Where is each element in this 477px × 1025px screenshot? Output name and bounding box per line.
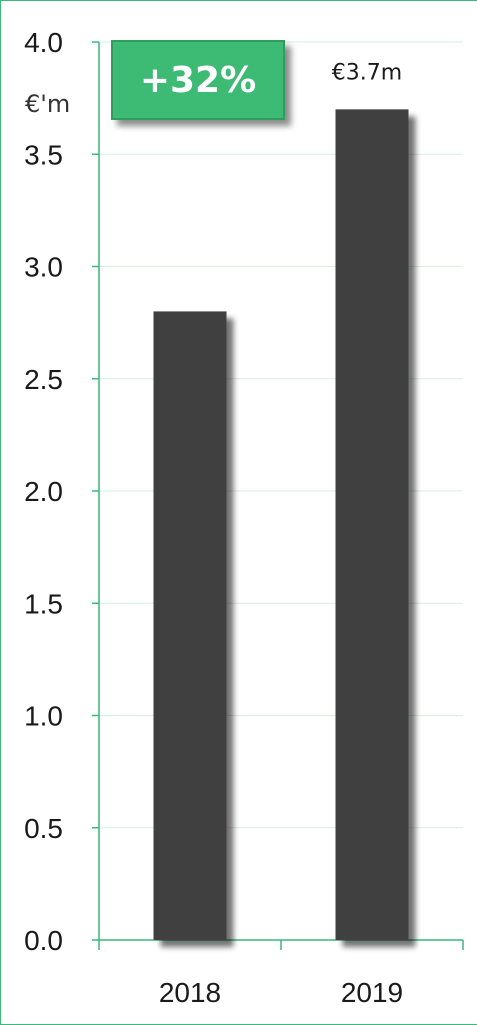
y-tick-label: 1.5	[24, 588, 63, 619]
bar-2018	[153, 311, 227, 940]
y-axis-unit-label: €'m	[25, 90, 70, 118]
x-tick-label: 2019	[341, 977, 403, 1008]
y-tick-label: 3.5	[24, 139, 63, 170]
y-tick-label: 2.0	[24, 476, 63, 507]
x-tick-label: 2018	[159, 977, 221, 1008]
y-tick-label: 4.0	[24, 27, 63, 58]
y-tick-label: 0.0	[24, 925, 63, 956]
x-axis: 2018 2019	[98, 939, 464, 1008]
y-tick-label: 0.5	[24, 813, 63, 844]
y-tick-label: 1.0	[24, 701, 63, 732]
y-tick-label: 2.5	[24, 364, 63, 395]
y-axis: 0.0 0.5 1.0 1.5 2.0 2.5 3.0 3.5 4.0	[24, 27, 100, 956]
y-tick-label: 3.0	[24, 252, 63, 283]
growth-badge: +32%	[111, 40, 285, 120]
data-label: €3.7m	[332, 60, 402, 85]
bars: €3.7m	[153, 60, 409, 941]
bar-2019	[335, 109, 409, 941]
